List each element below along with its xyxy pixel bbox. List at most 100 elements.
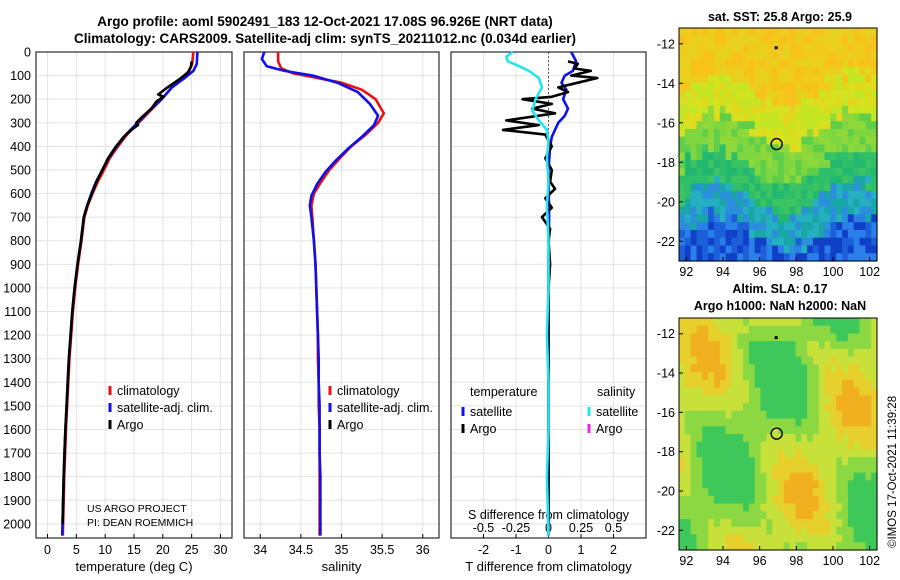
sla-map-cell (719, 472, 727, 481)
sla-map-cell (830, 503, 837, 512)
sla-map-cell (853, 387, 861, 396)
sla-map-cell (842, 526, 849, 536)
depth-tick-label: 500 (10, 163, 31, 177)
sla-map-cell (713, 426, 721, 435)
sst-map-cell (842, 152, 849, 161)
sla-map-cell (702, 434, 709, 443)
sst-map-cell (795, 245, 802, 254)
sla-map-cell (818, 534, 826, 543)
sst-map-cell (760, 253, 767, 262)
sla-map-cell (795, 495, 802, 505)
sla-map-cell (690, 426, 697, 435)
sla-map-cell (824, 511, 831, 520)
sst-map-cell (713, 59, 721, 68)
sla-map-cell (865, 519, 872, 528)
sla-map-cell (830, 364, 837, 373)
sst-map-cell (783, 97, 791, 107)
sst-map-cell (847, 121, 855, 130)
sla-map-cell (853, 503, 861, 512)
sst-map-cell (824, 51, 831, 60)
sst-map-cell (865, 229, 872, 239)
sst-map-cell (772, 105, 779, 115)
sst-map-cell (853, 222, 861, 231)
depth-tick-label: 1800 (3, 470, 31, 484)
sla-map-cell (789, 441, 796, 450)
sst-map-cell (830, 214, 837, 223)
temperature-series-argo (61, 61, 193, 524)
sst-map-cell (859, 113, 866, 122)
sla-map-cell (702, 403, 709, 412)
sla-map-cell (789, 318, 796, 327)
sst-map-cell (795, 74, 802, 83)
sst-map-cell (818, 66, 826, 76)
sst-map-cell (818, 183, 826, 192)
sla-map-cell (795, 464, 802, 474)
sst-map-cell (766, 229, 773, 239)
sla-map-cell (713, 495, 721, 505)
sst-map-cell (807, 167, 814, 177)
sst-map-cell (719, 105, 727, 115)
sst-map-cell (708, 229, 715, 239)
sst-map-cell (708, 167, 715, 177)
sst-map-cell (836, 129, 843, 138)
sla-map-cell (748, 426, 756, 435)
sla-map-cell (719, 318, 727, 327)
sla-map-cell (760, 526, 767, 536)
sla-map-cell (778, 480, 785, 489)
sst-map-cell (766, 191, 773, 200)
sla-map-cell (679, 418, 686, 427)
sst-map-cell (684, 90, 692, 99)
sst-map-cell (783, 82, 791, 91)
sst-map-cell (684, 129, 692, 138)
sst-map-lat-label: -18 (657, 156, 675, 170)
sla-map-cell (853, 488, 861, 497)
sst-map-cell (789, 51, 796, 60)
sst-map-cell (743, 66, 750, 76)
sst-map-cell (789, 183, 796, 192)
sla-map-cell (842, 372, 849, 381)
sla-map-cell (778, 519, 785, 528)
sst-map-cell (766, 206, 773, 215)
sst-map-cell (679, 74, 686, 83)
sla-map-cell (807, 480, 814, 489)
figure-title-line1: Argo profile: aoml 5902491_183 12-Oct-20… (97, 14, 553, 29)
sla-map-cell (766, 441, 773, 450)
sla-map-cell (847, 511, 855, 520)
sla-map-lon-label: 98 (789, 554, 803, 568)
sst-map-cell (836, 191, 843, 200)
sst-map-cell (778, 206, 785, 215)
sst-map-cell (847, 90, 855, 99)
sla-map-previous-marker (774, 336, 778, 340)
sst-map-cell (766, 222, 773, 231)
sst-map-cell (690, 129, 697, 138)
sla-map-cell (684, 464, 692, 474)
sla-map-cell (725, 333, 732, 342)
sla-map-cell (871, 434, 878, 443)
sla-map-cell (859, 472, 866, 481)
sst-map-cell (684, 28, 692, 37)
sst-map-cell (679, 191, 686, 200)
sst-map-cell (824, 113, 831, 122)
sla-map-cell (830, 410, 837, 420)
sst-map-cell (818, 167, 826, 177)
sla-map-cell (824, 542, 831, 551)
sst-map-cell (696, 175, 703, 184)
sla-map-cell (824, 403, 831, 412)
sla-map-cell (760, 488, 767, 497)
sst-map-cell (748, 253, 756, 262)
sla-map-cell (702, 480, 709, 489)
sla-map-cell (766, 333, 773, 342)
sla-map-cell (696, 457, 703, 466)
sst-map-cell (807, 51, 814, 60)
sst-map-cell (743, 74, 750, 83)
sst-map-cell (743, 214, 750, 223)
sla-map-cell (696, 341, 703, 350)
sla-map-cell (725, 526, 732, 536)
sla-map-cell (684, 449, 692, 458)
sla-map-cell (783, 441, 791, 450)
sst-map-cell (783, 229, 791, 239)
sst-map-cell (807, 160, 814, 169)
sst-map-cell (719, 160, 727, 169)
sla-map-cell (778, 410, 785, 420)
sla-map-cell (696, 542, 703, 551)
